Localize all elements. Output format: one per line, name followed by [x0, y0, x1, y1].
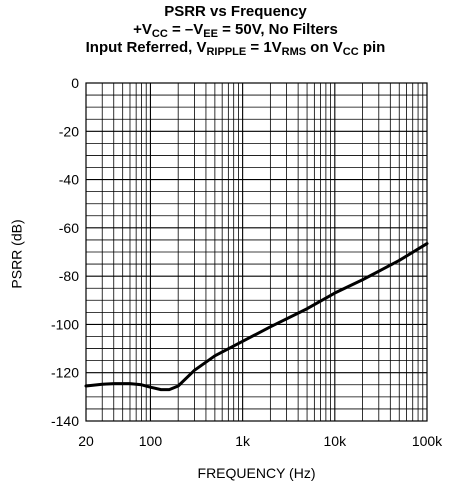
- x-tick-label: 100k: [412, 433, 443, 449]
- y-tick-label: -20: [59, 123, 79, 139]
- y-tick-label: 0: [71, 75, 79, 91]
- x-tick-label: 1k: [235, 433, 251, 449]
- chart-title-line-2: +VCC = –VEE = 50V, No Filters: [133, 21, 338, 40]
- chart-title-line-3: Input Referred, VRIPPLE = 1VRMS on VCC p…: [85, 39, 386, 58]
- chart-title-line-1: PSRR vs Frequency: [164, 3, 307, 20]
- y-tick-label: -40: [59, 172, 79, 188]
- y-tick-label: -120: [51, 365, 79, 381]
- y-tick-labels: 0 -20 -40 -60 -80 -100 -120 -140: [51, 75, 79, 429]
- y-tick-label: -140: [51, 413, 79, 429]
- y-tick-label: -100: [51, 316, 79, 332]
- psrr-series-line: [84, 242, 429, 392]
- grid-major: [86, 83, 427, 421]
- x-tick-label: 100: [139, 433, 163, 449]
- y-axis-label: PSRR (dB): [9, 219, 25, 288]
- y-tick-label: -80: [59, 268, 79, 284]
- x-tick-labels: 20 100 1k 10k 100k: [78, 433, 443, 449]
- x-tick-label: 20: [78, 433, 94, 449]
- plot-frame: [85, 82, 428, 422]
- x-tick-label: 10k: [324, 433, 348, 449]
- series-layer: [84, 242, 429, 392]
- y-tick-label: -60: [59, 220, 79, 236]
- grid-minor: [86, 83, 427, 421]
- x-axis-label: FREQUENCY (Hz): [198, 465, 316, 481]
